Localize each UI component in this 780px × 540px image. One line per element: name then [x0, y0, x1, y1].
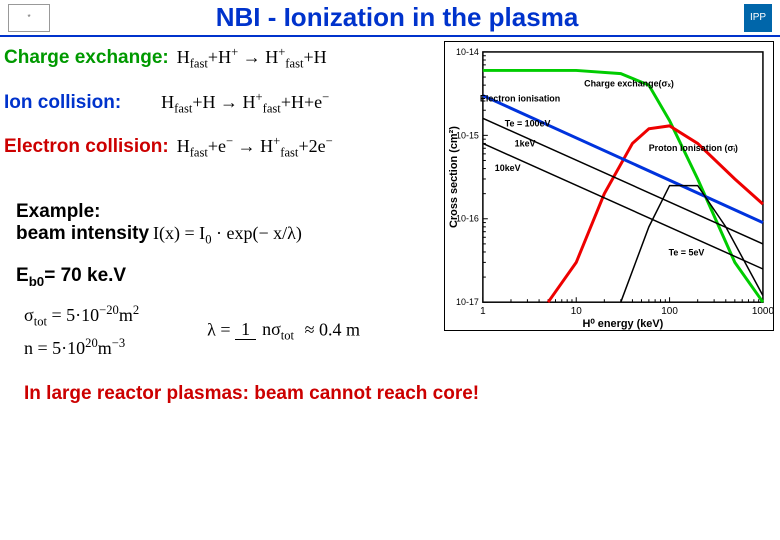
- svg-text:H⁰ energy (keV): H⁰ energy (keV): [583, 318, 664, 330]
- svg-text:1: 1: [480, 306, 486, 317]
- svg-text:Te = 5eV: Te = 5eV: [669, 248, 705, 258]
- header: * NBI - Ionization in the plasma IPP: [0, 0, 780, 37]
- formula-ion-collision: Hfast+H → H+fast+H+e−: [161, 90, 329, 117]
- svg-text:10: 10: [571, 306, 583, 317]
- svg-text:10-17: 10-17: [456, 297, 479, 307]
- formula-charge-exchange: Hfast+H+ → H+fast+H: [177, 45, 327, 72]
- svg-text:10-14: 10-14: [456, 47, 479, 57]
- svg-text:Cross section (cm²): Cross section (cm²): [448, 126, 460, 228]
- content: Charge exchange: Hfast+H+ → H+fast+H Ion…: [0, 37, 780, 413]
- page-title: NBI - Ionization in the plasma: [50, 2, 744, 33]
- formula-sigma: σtot = 5·10−20m2: [24, 303, 139, 330]
- label-ion-collision: Ion collision:: [4, 92, 121, 114]
- formula-lambda: λ = 1nσtot ≈ 0.4 m: [207, 319, 360, 344]
- svg-text:10keV: 10keV: [495, 163, 521, 173]
- formula-electron-collision: Hfast+e− → H+fast+2e−: [177, 134, 333, 161]
- logo-right: IPP: [744, 4, 772, 32]
- svg-text:Proton ionisation (σᵢ): Proton ionisation (σᵢ): [649, 143, 738, 153]
- conclusion: In large reactor plasmas: beam cannot re…: [24, 383, 776, 405]
- formula-group-left: σtot = 5·10−20m2 n = 5·1020m−3: [16, 303, 139, 359]
- svg-text:Te = 100eV: Te = 100eV: [505, 118, 551, 128]
- svg-text:1000: 1000: [752, 306, 773, 317]
- formula-intensity: I(x) = I0 · exp(− x/λ): [153, 223, 302, 248]
- svg-text:Charge exchange(σₓ): Charge exchange(σₓ): [584, 79, 674, 89]
- label-electron-collision: Electron collision:: [4, 136, 169, 158]
- cross-section-chart: 110100100010-1710-1610-1510-14Charge exc…: [444, 41, 774, 331]
- svg-text:Electron ionisation: Electron ionisation: [480, 94, 560, 104]
- svg-text:100: 100: [661, 306, 678, 317]
- formula-density: n = 5·1020m−3: [24, 336, 139, 359]
- label-charge-exchange: Charge exchange:: [4, 47, 169, 69]
- chart-svg: 110100100010-1710-1610-1510-14Charge exc…: [445, 42, 773, 330]
- example-label2: beam intensity: [16, 223, 149, 245]
- logo-left: *: [8, 4, 50, 32]
- svg-text:1keV: 1keV: [515, 138, 536, 148]
